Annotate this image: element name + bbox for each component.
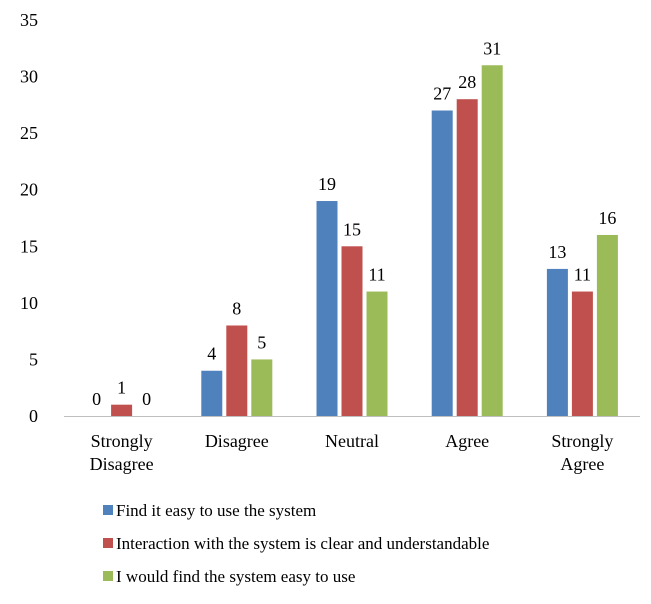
data-label-series2-cat5: 11: [574, 265, 591, 285]
y-tick-label-0: 0: [29, 406, 38, 426]
bar-series2-cat2: [226, 325, 248, 416]
data-label-series1-cat1: 0: [92, 389, 101, 409]
data-label-series2-cat4: 28: [458, 72, 476, 92]
y-tick-label-7: 35: [20, 10, 38, 30]
x-category-label-5-line-2: Agree: [560, 454, 604, 474]
legend-swatch-3: [103, 571, 113, 581]
legend: Find it easy to use the system Interactio…: [103, 501, 489, 586]
data-label-series2-cat2: 8: [232, 298, 241, 318]
x-category-label-3: Neutral: [325, 431, 379, 451]
data-label-series1-cat2: 4: [207, 344, 216, 364]
bar-series1-cat2: [201, 370, 223, 416]
legend-swatch-2: [103, 538, 113, 548]
x-category-label-5-line-1: Strongly: [551, 431, 613, 451]
x-category-label-4: Agree: [445, 431, 489, 451]
bar-series3-cat2: [251, 359, 273, 416]
bar-series3-cat4: [481, 65, 503, 416]
x-category-label-1: Strongly Disagree: [90, 431, 154, 474]
bar-series3-cat5: [596, 234, 618, 416]
data-label-series1-cat3: 19: [318, 174, 336, 194]
y-tick-label-4: 20: [20, 180, 38, 200]
data-label-series1-cat5: 13: [548, 242, 566, 262]
data-label-series2-cat3: 15: [343, 219, 361, 239]
data-label-series3-cat1: 0: [142, 389, 151, 409]
x-category-label-1-line-1: Strongly: [91, 431, 153, 451]
y-tick-label-1: 5: [29, 349, 38, 369]
data-label-series2-cat1: 1: [117, 378, 126, 398]
bar-series1-cat4: [431, 110, 453, 416]
bar-series2-cat1: [111, 404, 133, 416]
bar-series1-cat3: [316, 201, 338, 416]
data-label-series3-cat5: 16: [598, 208, 616, 228]
data-labels: 010 4 85 19 15 11 27 28 31 13 11 16: [92, 38, 616, 409]
bar-series2-cat5: [571, 291, 593, 416]
bars: [111, 65, 618, 416]
legend-label-3: I would find the system easy to use: [116, 567, 355, 586]
y-tick-label-3: 15: [20, 236, 38, 256]
bar-series1-cat5: [546, 268, 568, 416]
y-axis: 0 5 10 15 20 25 30 35: [20, 10, 38, 426]
legend-label-2: Interaction with the system is clear and…: [116, 534, 489, 553]
x-category-label-5: Strongly Agree: [551, 431, 613, 474]
x-category-label-4-line-1: Agree: [445, 431, 489, 451]
y-tick-label-5: 25: [20, 123, 38, 143]
bar-series2-cat4: [456, 99, 478, 416]
x-category-label-2-line-1: Disagree: [205, 431, 269, 451]
x-category-label-2: Disagree: [205, 431, 269, 451]
data-label-series3-cat2: 5: [257, 332, 266, 352]
legend-label-1: Find it easy to use the system: [116, 501, 316, 520]
bar-series2-cat3: [341, 246, 363, 416]
data-label-series3-cat4: 31: [483, 38, 501, 58]
y-tick-label-6: 30: [20, 67, 38, 87]
legend-swatch-1: [103, 505, 113, 515]
x-category-label-3-line-1: Neutral: [325, 431, 379, 451]
data-label-series1-cat4: 27: [433, 84, 451, 104]
bar-series3-cat3: [366, 291, 388, 416]
y-tick-label-2: 10: [20, 293, 38, 313]
data-label-series3-cat3: 11: [368, 265, 385, 285]
x-category-label-1-line-2: Disagree: [90, 454, 154, 474]
